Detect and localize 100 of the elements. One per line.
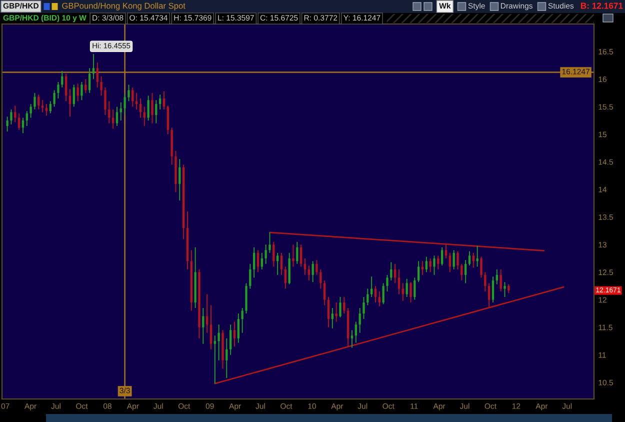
candlestick (358, 308, 361, 334)
candlestick (116, 106, 118, 127)
candlestick (324, 280, 326, 306)
candlestick (249, 263, 252, 290)
candlestick (374, 285, 377, 303)
candlestick (296, 241, 298, 264)
candlestick (304, 258, 306, 276)
candlestick (382, 282, 384, 305)
candlestick (88, 68, 91, 94)
candlestick (260, 252, 263, 270)
candlestick (464, 260, 467, 284)
candlestick (49, 100, 52, 114)
candlestick (335, 302, 338, 322)
candlestick (68, 88, 72, 118)
candlestick (366, 288, 369, 306)
candlestick (53, 90, 56, 108)
candlestick (402, 282, 404, 302)
candlestick (30, 103, 32, 118)
candlestick (343, 296, 346, 314)
candlestick (6, 116, 8, 132)
candlestick (448, 252, 451, 273)
candlestick (484, 272, 486, 292)
candlestick (331, 308, 334, 329)
candlestick (390, 262, 392, 281)
candlestick (354, 321, 357, 344)
candlestick (418, 260, 420, 283)
candlestick (162, 90, 166, 110)
candlestick (268, 232, 271, 254)
candlestick (237, 313, 240, 344)
candlestick (178, 158, 181, 201)
text: B: 12.1671 (580, 2, 623, 9)
candlestick (276, 252, 279, 276)
candlestick (158, 94, 162, 110)
candlestick (96, 62, 98, 88)
candlestick (26, 110, 28, 127)
candlestick (64, 73, 68, 102)
candlestick (425, 256, 428, 273)
candlestick (61, 70, 64, 88)
candlestick (230, 324, 232, 356)
candlestick (34, 92, 36, 110)
candlestick (214, 335, 216, 384)
candlestick (124, 93, 126, 115)
candlestick (155, 100, 158, 124)
candlestick (210, 304, 212, 350)
candlestick (312, 260, 314, 283)
candlestick (143, 106, 146, 127)
candlestick (202, 308, 204, 344)
candlestick (166, 105, 169, 135)
candlestick (398, 268, 400, 295)
candlestick (72, 84, 75, 108)
candlestick (308, 265, 310, 281)
candlestick (339, 296, 342, 318)
candlestick (264, 244, 267, 264)
candlestick (104, 86, 106, 116)
candlestick (226, 338, 228, 379)
candlestick (253, 246, 256, 278)
candlestick (108, 100, 110, 124)
candlestick (496, 268, 498, 285)
candlestick (100, 76, 102, 96)
candlestick (92, 54, 95, 80)
candlestick (437, 255, 440, 270)
candlestick (504, 282, 506, 298)
candlestick (410, 282, 412, 303)
candlestick (320, 268, 322, 290)
candlestick (112, 108, 114, 130)
candlestick (151, 92, 154, 124)
candlestick (84, 78, 87, 94)
candlestick (460, 263, 463, 281)
candlestick (18, 112, 20, 130)
candlestick (139, 98, 142, 118)
candlestick (452, 250, 455, 270)
candlestick (256, 250, 260, 273)
candlestick (76, 83, 79, 102)
candlestick (433, 255, 436, 276)
candlestick (41, 100, 44, 113)
candlestick (492, 276, 494, 303)
candlestick (57, 81, 60, 99)
candlestick (327, 296, 330, 328)
candlestick (10, 108, 12, 125)
candlestick (456, 250, 459, 270)
candlestick (394, 263, 396, 284)
candlestick (414, 277, 416, 300)
candlestick (300, 244, 302, 268)
candlestick (22, 117, 24, 134)
candlestick (378, 290, 380, 307)
candlestick (135, 92, 138, 110)
candlestick (14, 105, 16, 123)
candlestick (350, 330, 354, 348)
candlestick (421, 260, 424, 276)
candlestick (472, 252, 474, 268)
candlestick (218, 324, 220, 361)
candlestick (316, 260, 318, 276)
candlestick (441, 246, 444, 266)
candlestick (272, 241, 275, 268)
candlestick (370, 276, 373, 298)
candlestick (292, 244, 294, 268)
candlestick (362, 296, 365, 320)
candlestick (80, 81, 83, 101)
candlestick (500, 268, 502, 292)
candlestick (480, 256, 482, 278)
